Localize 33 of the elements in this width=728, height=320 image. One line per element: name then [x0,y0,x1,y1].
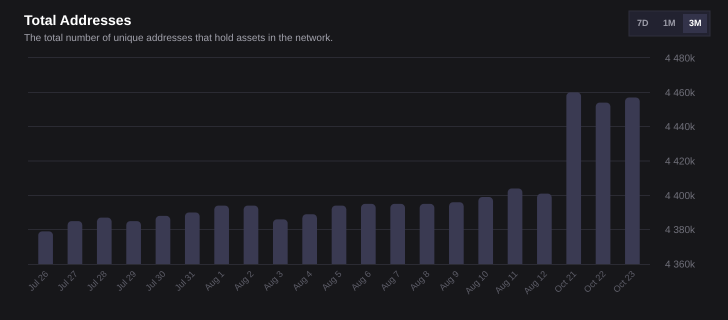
x-tick-label: Aug 2 [232,268,256,293]
x-tick-label: Aug 1 [202,268,226,293]
text: 3M [689,18,702,28]
x-tick-label: Aug 3 [261,268,285,293]
x-tick-label: Jul 26 [26,268,50,293]
x-tick-label: Aug 10 [463,268,490,296]
x-tick-label: Aug 7 [378,268,402,293]
x-tick-label: Aug 6 [349,268,373,293]
chart-title: Total Addresses [24,12,132,28]
x-tick-label: Jul 27 [55,268,80,293]
text: 1M [663,18,676,28]
y-tick-label: 4 380k [665,225,696,236]
x-tick-label: Jul 28 [84,268,109,293]
x-tick-label: Oct 22 [582,268,608,295]
y-tick-label: 4 480k [665,54,696,64]
y-tick-label: 4 360k [665,260,696,270]
x-tick-label: Aug 11 [492,268,520,296]
y-tick-label: 4 460k [665,88,696,99]
x-tick-label: Aug 5 [320,268,344,293]
x-tick-label: Oct 23 [611,268,637,295]
x-tick-label: Aug 4 [290,268,314,293]
chart-subtitle: The total number of unique addresses that hold assets in the network. [24,33,334,44]
x-tick-label: Aug 9 [437,268,461,293]
x-tick-label: Aug 12 [522,268,549,296]
y-tick-label: 4 420k [665,156,696,168]
y-tick-label: 4 400k [665,190,696,202]
x-tick-label: Jul 29 [114,268,138,293]
text: 7D [637,18,650,28]
x-tick-label: Jul 31 [172,268,197,293]
y-tick-label: 4 440k [665,122,696,134]
x-tick-label: Jul 30 [143,268,168,293]
x-tick-label: Oct 21 [552,268,578,295]
x-tick-label: Aug 8 [408,268,432,293]
